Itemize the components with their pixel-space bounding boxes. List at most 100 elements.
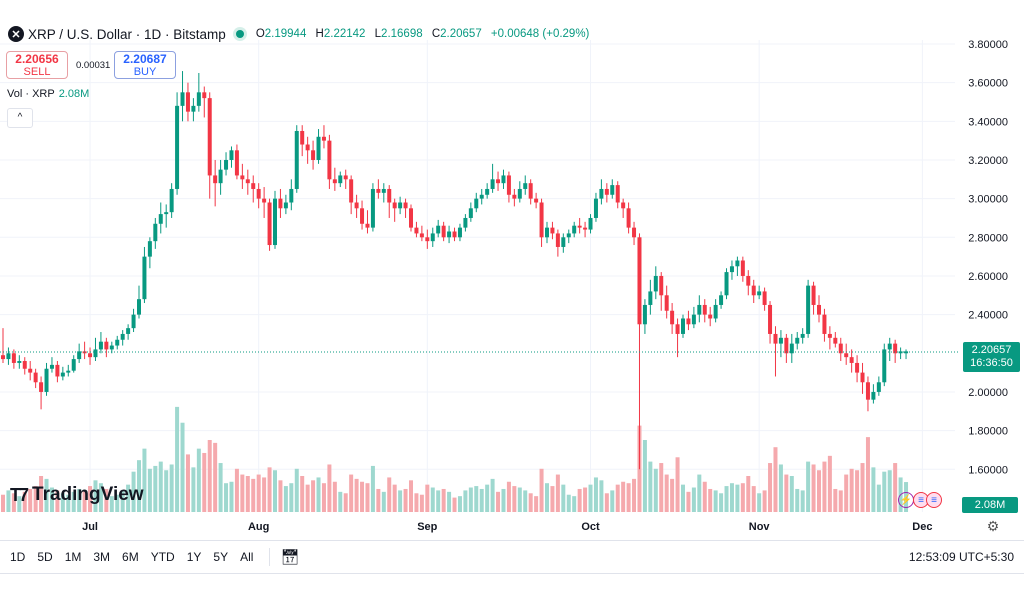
volume-bar	[321, 483, 326, 512]
volume-bar	[17, 496, 22, 512]
bottom-toolbar: 1D 5D 1M 3M 6M YTD 1Y 5Y All 📅︎ 12:53:09…	[0, 540, 1024, 574]
candle-body	[381, 188, 386, 193]
time-axis[interactable]: Jul Aug Sep Oct Nov Dec	[82, 521, 932, 533]
volume-bar	[572, 496, 577, 512]
volume-bar	[294, 468, 299, 512]
candle-body	[566, 233, 571, 238]
candle-body	[713, 304, 718, 319]
volume-legend-value: 2.08M	[58, 88, 90, 100]
volume-bar	[44, 478, 49, 512]
price-chart[interactable]: 3.80000 3.60000 3.40000 3.20000 3.00000 2.800…	[0, 0, 1024, 540]
candle-body	[370, 188, 375, 228]
volume-bar	[213, 442, 218, 512]
volume-bar	[735, 484, 740, 512]
price-axis[interactable]: 3.80000 3.60000 3.40000 3.20000 3.00000 2.800…	[968, 39, 1008, 476]
candle-body	[887, 343, 892, 350]
candle-body	[506, 175, 511, 195]
volume-bar	[871, 467, 876, 512]
candle-body	[327, 140, 332, 180]
candle-body	[196, 92, 201, 106]
candle-body	[496, 179, 501, 184]
candle-body	[392, 202, 397, 209]
volume-bar	[300, 476, 305, 512]
candle-body	[98, 341, 103, 350]
candle-body	[60, 372, 65, 377]
volume-bar	[283, 486, 288, 512]
symbol-title[interactable]: XRP / U.S. Dollar · 1D · Bitstamp	[28, 26, 226, 42]
volume-bar	[822, 461, 827, 512]
range-1m[interactable]: 1M	[64, 550, 82, 564]
range-all[interactable]: All	[240, 550, 254, 564]
range-6m[interactable]: 6M	[122, 550, 139, 564]
candle-body	[746, 275, 751, 286]
candle-body	[778, 337, 783, 344]
candle-body	[740, 260, 745, 276]
candle-body	[354, 202, 359, 209]
volume-bar	[11, 493, 16, 512]
y-tick-label: 1.80000	[968, 426, 1008, 438]
volume-bar	[648, 461, 653, 512]
range-1y[interactable]: 1Y	[186, 550, 202, 564]
volume-bar	[414, 493, 419, 512]
volume-bar	[719, 493, 724, 512]
candle-body	[311, 150, 316, 160]
range-3m[interactable]: 3M	[93, 550, 111, 564]
candle-body	[316, 136, 321, 160]
candle-body	[838, 343, 843, 354]
volume-bar	[468, 487, 473, 512]
volume-bar	[82, 490, 87, 512]
watermark-text: TradingView	[32, 484, 144, 505]
range-5y[interactable]: 5Y	[213, 550, 229, 564]
candle-body	[485, 188, 490, 195]
volume-bar	[398, 490, 403, 512]
candle-body	[593, 198, 598, 218]
candle-body	[278, 198, 283, 209]
calendar-icon[interactable]: 📅︎	[280, 549, 300, 566]
candle-body	[681, 318, 685, 334]
y-tick-label: 3.40000	[968, 116, 1008, 128]
volume-bar	[604, 493, 609, 512]
buy-button[interactable]: 2.20687 BUY	[114, 51, 176, 79]
candle-body	[735, 260, 740, 267]
tradingview-watermark[interactable]: T7 TradingView	[10, 484, 144, 506]
range-5d[interactable]: 5D	[37, 550, 53, 564]
sell-button[interactable]: 2.20656 SELL	[6, 51, 68, 79]
high-label: H	[315, 28, 324, 40]
volume-bar	[207, 440, 212, 512]
volume-bar	[827, 455, 832, 512]
candle-body	[158, 214, 163, 224]
candle-body	[457, 227, 462, 238]
volume-bar	[142, 448, 147, 512]
range-1d[interactable]: 1D	[10, 550, 26, 564]
volume-legend[interactable]: Vol · XRP 2.08M	[7, 88, 89, 100]
volume-bar	[561, 484, 566, 512]
volume-bar	[224, 483, 229, 512]
candle-body	[751, 285, 756, 296]
volume-axis-label: 2.08M	[962, 497, 1018, 513]
range-ytd[interactable]: YTD	[150, 550, 175, 564]
candle-body	[806, 285, 811, 334]
volume-bar	[234, 468, 239, 512]
lightning-event-icon[interactable]: ⚡	[898, 492, 914, 508]
settings-icon[interactable]: ⚙	[986, 518, 1000, 534]
clock[interactable]: 12:53:09 UTC+5:30	[908, 550, 1014, 564]
chevron-up-icon[interactable]: ^	[7, 108, 33, 128]
candle-body	[702, 304, 707, 315]
bar-countdown: 16:36:50	[970, 357, 1013, 369]
candle-body	[436, 225, 441, 234]
candle-body	[332, 179, 337, 184]
volume-bar	[229, 481, 234, 512]
candle-body	[517, 188, 522, 199]
us-flag-event-icon[interactable]: ≡	[926, 492, 942, 508]
candle-body	[844, 353, 849, 358]
volume-bar	[768, 463, 773, 512]
volume-bar	[664, 474, 669, 512]
candle-body	[588, 217, 593, 230]
candle-body	[93, 349, 98, 358]
volume-bar	[60, 493, 65, 512]
candle-body	[338, 175, 343, 184]
candle-body	[452, 231, 457, 238]
volume-bar	[697, 474, 702, 512]
candle-body	[822, 314, 827, 334]
x-tick-label: Sep	[417, 521, 437, 533]
